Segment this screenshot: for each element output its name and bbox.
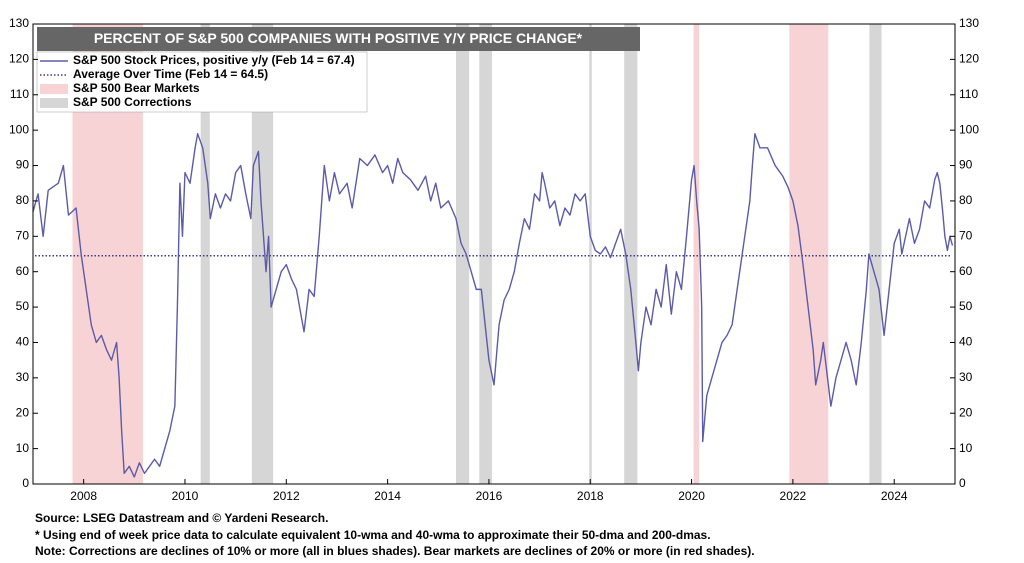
y-tick-label: 10	[16, 441, 30, 455]
y2-tick-label: 20	[959, 405, 973, 419]
shaded-band	[789, 24, 829, 484]
shaded-band	[251, 24, 274, 484]
y-tick-label: 70	[16, 228, 30, 242]
y2-tick-label: 90	[959, 158, 973, 172]
footnote: * Using end of week price data to calcul…	[35, 528, 711, 542]
source-note: Source: LSEG Datastream and © Yardeni Re…	[35, 511, 328, 525]
series-line	[32, 132, 954, 478]
y2-tick-label: 60	[959, 264, 973, 278]
legend-label: Average Over Time (Feb 14 = 64.5)	[73, 67, 268, 81]
y2-tick-label: 40	[959, 335, 973, 349]
y2-tick-label: 50	[959, 299, 973, 313]
y2-tick-label: 80	[959, 193, 973, 207]
x-tick-label: 2012	[273, 489, 300, 503]
legend-label: S&P 500 Stock Prices, positive y/y (Feb …	[73, 53, 355, 67]
legend-label: S&P 500 Corrections	[73, 95, 192, 109]
shaded-band	[693, 24, 700, 484]
x-tick-label: 2008	[70, 489, 97, 503]
y2-tick-label: 0	[959, 476, 966, 490]
shaded-band	[624, 24, 638, 484]
x-tick-label: 2018	[577, 489, 604, 503]
plot	[32, 132, 954, 478]
shaded-band	[589, 24, 592, 484]
y-tick-label: 20	[16, 405, 30, 419]
title-box	[37, 27, 640, 51]
y-tick-label: 0	[22, 476, 29, 490]
y-tick-label: 130	[9, 16, 29, 30]
plot-frame	[32, 23, 956, 485]
y2-tick-label: 70	[959, 228, 973, 242]
y-tick-label: 60	[16, 264, 30, 278]
y-tick-label: 40	[16, 335, 30, 349]
y2-tick-label: 120	[959, 52, 979, 66]
y-tick-label: 100	[9, 122, 29, 136]
y-tick-label: 90	[16, 158, 30, 172]
legend-label: S&P 500 Bear Markets	[73, 81, 200, 95]
legend-entries: S&P 500 Stock Prices, positive y/y (Feb …	[40, 53, 355, 109]
y2-tick-label: 10	[959, 441, 973, 455]
x-tick-label: 2016	[476, 489, 503, 503]
shaded-band	[200, 24, 210, 484]
y2-tick-label: 130	[959, 16, 979, 30]
y-tick-label: 120	[9, 52, 29, 66]
shaded-band	[479, 24, 492, 484]
note: Note: Corrections are declines of 10% or…	[35, 544, 755, 558]
x-tick-label: 2024	[881, 489, 908, 503]
y2-tick-label: 100	[959, 122, 979, 136]
shaded-band	[869, 24, 882, 484]
x-tick-label: 2014	[374, 489, 401, 503]
shaded-band	[456, 24, 470, 484]
y-tick-label: 30	[16, 370, 30, 384]
legend-swatch	[40, 98, 68, 108]
x-tick-label: 2010	[172, 489, 199, 503]
x-tick-label: 2022	[780, 489, 807, 503]
y-tick-label: 50	[16, 299, 30, 313]
x-tick-label: 2020	[678, 489, 705, 503]
legend	[36, 51, 368, 113]
y-tick-label: 110	[10, 87, 29, 101]
y2-tick-label: 30	[959, 370, 973, 384]
y-tick-label: 80	[16, 193, 30, 207]
chart-title: PERCENT OF S&P 500 COMPANIES WITH POSITI…	[94, 30, 583, 46]
legend-swatch	[40, 84, 68, 94]
y2-tick-label: 110	[959, 87, 978, 101]
